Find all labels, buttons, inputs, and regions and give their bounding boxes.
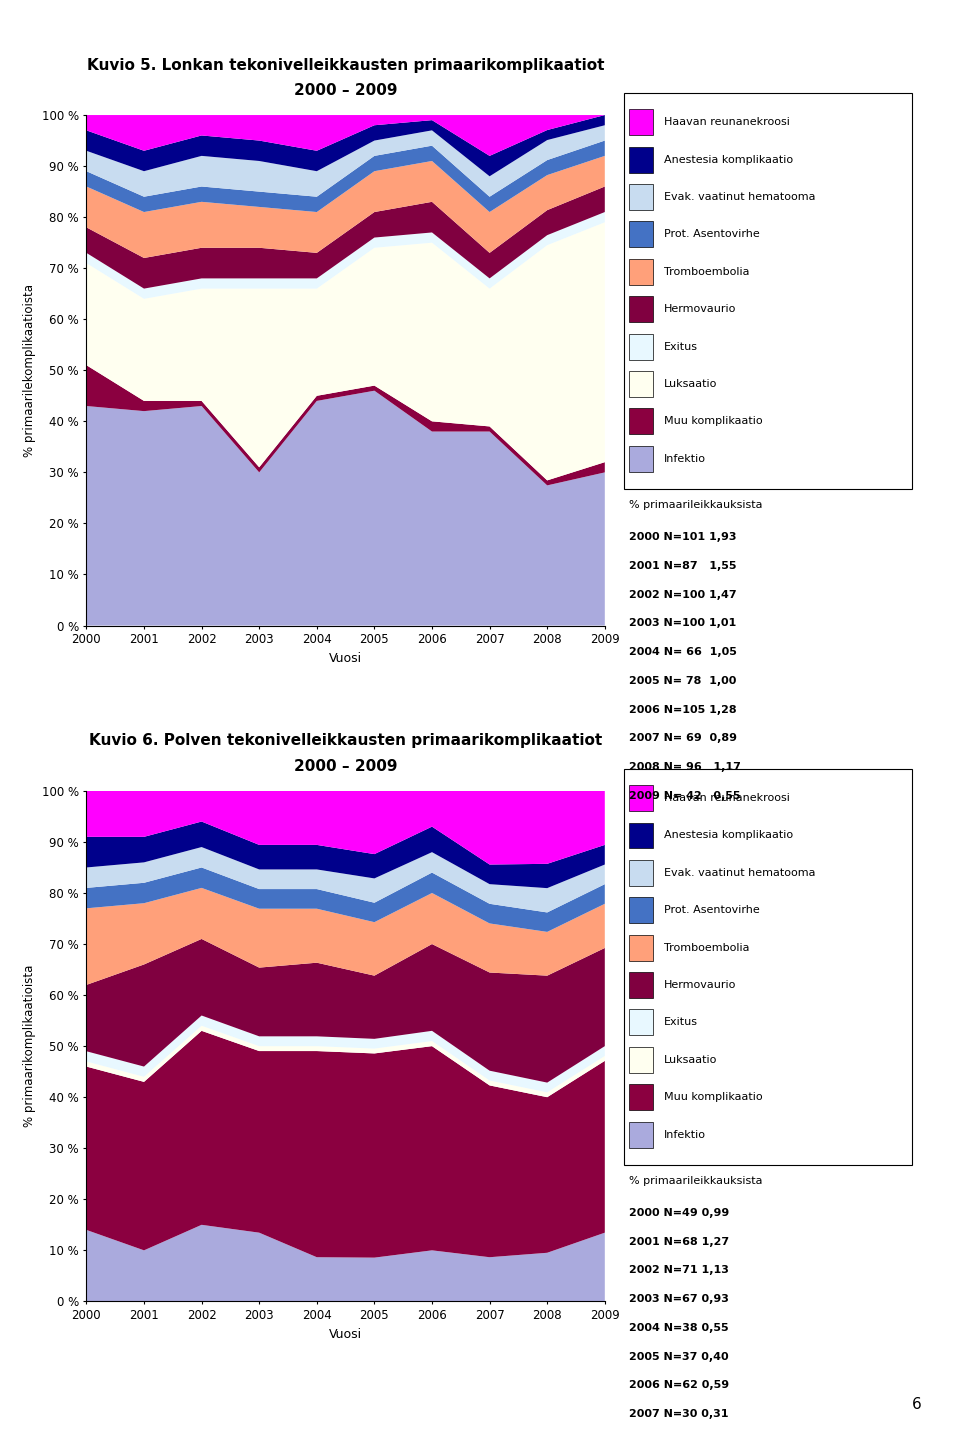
Text: 2002 N=71 1,13: 2002 N=71 1,13 [629,1265,729,1276]
Text: 2006 N=105 1,28: 2006 N=105 1,28 [629,705,736,715]
Text: Muu komplikaatio: Muu komplikaatio [664,1093,763,1102]
Text: Muu komplikaatio: Muu komplikaatio [664,417,763,426]
Text: Evak. vaatinut hematooma: Evak. vaatinut hematooma [664,193,816,201]
Text: 2001 N=87   1,55: 2001 N=87 1,55 [629,561,736,571]
Text: 2007 N= 69  0,89: 2007 N= 69 0,89 [629,733,737,743]
Text: Infektio: Infektio [664,1130,707,1139]
X-axis label: Vuosi: Vuosi [329,1327,362,1340]
Text: Luksaatio: Luksaatio [664,380,718,388]
Text: Exitus: Exitus [664,342,698,351]
Text: Hermovaurio: Hermovaurio [664,981,736,989]
Y-axis label: % primaarilekomplikaatioista: % primaarilekomplikaatioista [23,283,36,457]
Y-axis label: % primaarikomplikaatioista: % primaarikomplikaatioista [23,965,36,1127]
Text: Kuvio 5. Lonkan tekonivelleikkausten primaarikomplikaatiot: Kuvio 5. Lonkan tekonivelleikkausten pri… [86,58,605,72]
Text: 2005 N=37 0,40: 2005 N=37 0,40 [629,1352,729,1362]
Text: Luksaatio: Luksaatio [664,1055,718,1064]
Text: Exitus: Exitus [664,1018,698,1027]
Text: 2003 N=100 1,01: 2003 N=100 1,01 [629,618,736,628]
Text: Haavan reunanekroosi: Haavan reunanekroosi [664,118,790,127]
Text: 2004 N= 66  1,05: 2004 N= 66 1,05 [629,647,736,657]
Text: % primaarileikkauksista: % primaarileikkauksista [629,500,762,510]
Text: Anestesia komplikaatio: Anestesia komplikaatio [664,831,794,840]
Text: 2008 N= 96   1,17: 2008 N= 96 1,17 [629,762,741,772]
Text: Kuvio 6. Polven tekonivelleikkausten primaarikomplikaatiot: Kuvio 6. Polven tekonivelleikkausten pri… [89,733,602,748]
Text: 2000 – 2009: 2000 – 2009 [294,759,397,774]
Text: 2004 N=38 0,55: 2004 N=38 0,55 [629,1323,729,1333]
Text: Hermovaurio: Hermovaurio [664,305,736,313]
Text: 2007 N=30 0,31: 2007 N=30 0,31 [629,1409,729,1419]
Text: 2003 N=67 0,93: 2003 N=67 0,93 [629,1294,729,1304]
Text: 2000 N=49 0,99: 2000 N=49 0,99 [629,1208,729,1218]
Text: 2001 N=68 1,27: 2001 N=68 1,27 [629,1237,729,1247]
Text: Prot. Asentovirhe: Prot. Asentovirhe [664,230,760,239]
Text: 2005 N= 78  1,00: 2005 N= 78 1,00 [629,676,736,686]
Text: 2009 N= 42   0,55: 2009 N= 42 0,55 [629,791,740,801]
Text: 2002 N=100 1,47: 2002 N=100 1,47 [629,590,736,600]
Text: Tromboembolia: Tromboembolia [664,267,750,276]
Text: 2006 N=62 0,59: 2006 N=62 0,59 [629,1380,729,1391]
Text: 2000 – 2009: 2000 – 2009 [294,83,397,98]
Text: Tromboembolia: Tromboembolia [664,943,750,952]
Text: Infektio: Infektio [664,454,707,463]
X-axis label: Vuosi: Vuosi [329,651,362,664]
Text: 6: 6 [912,1398,922,1412]
Text: Haavan reunanekroosi: Haavan reunanekroosi [664,794,790,802]
Text: Prot. Asentovirhe: Prot. Asentovirhe [664,906,760,915]
Text: Anestesia komplikaatio: Anestesia komplikaatio [664,155,794,164]
Text: 2000 N=101 1,93: 2000 N=101 1,93 [629,532,736,542]
Text: Evak. vaatinut hematooma: Evak. vaatinut hematooma [664,869,816,877]
Text: % primaarileikkauksista: % primaarileikkauksista [629,1176,762,1186]
